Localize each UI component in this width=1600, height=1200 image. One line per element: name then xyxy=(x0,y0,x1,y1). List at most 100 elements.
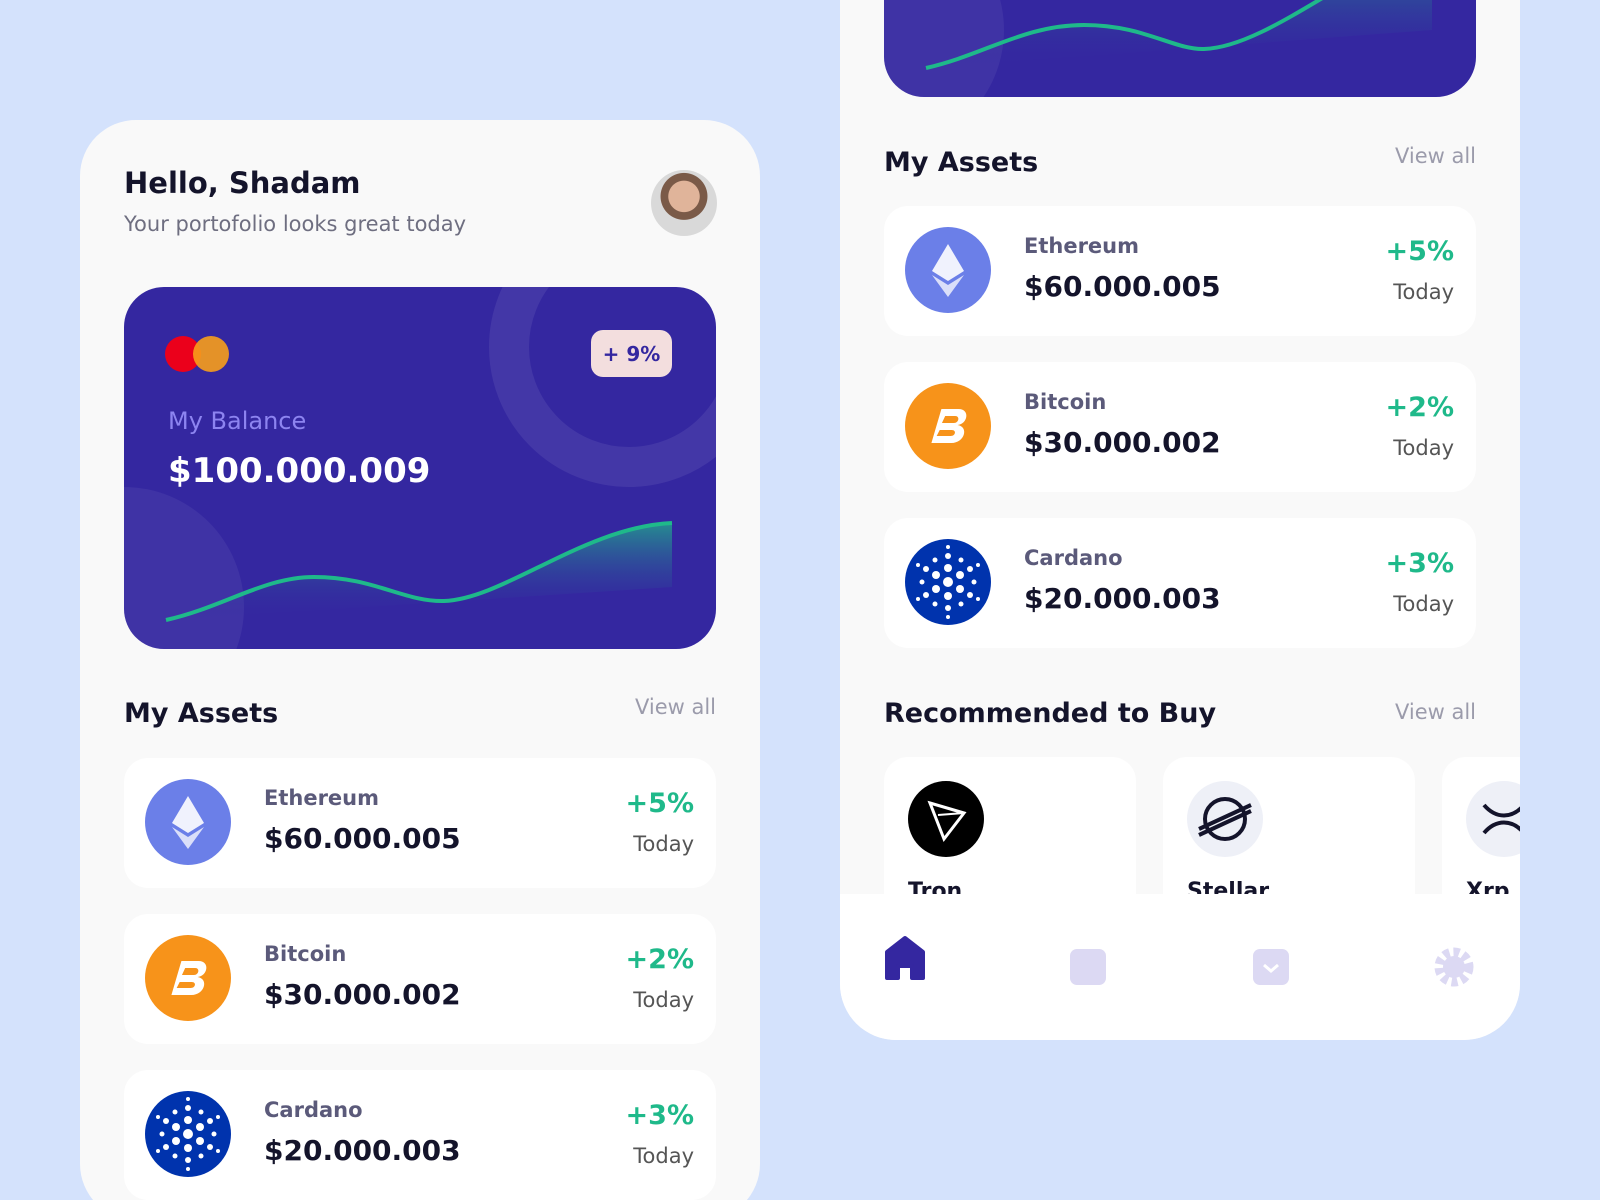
asset-period: Today xyxy=(1393,280,1454,304)
asset-icon xyxy=(905,383,992,470)
asset-row[interactable]: Cardano $20.000.003 +3% Today xyxy=(124,1070,716,1200)
nav-home[interactable] xyxy=(885,936,925,980)
icon-shape xyxy=(207,1144,213,1150)
nav-wallet-mark xyxy=(1263,963,1279,973)
icon-shape xyxy=(216,1149,220,1153)
asset-period: Today xyxy=(633,832,694,856)
icon-shape xyxy=(919,579,925,585)
asset-icon xyxy=(905,539,992,626)
card-decor xyxy=(124,287,716,649)
icon-shape xyxy=(908,781,984,857)
icon-shape xyxy=(163,1144,169,1150)
nav-stats[interactable] xyxy=(1070,949,1106,985)
recommend-icon xyxy=(1187,781,1263,857)
icon-shape xyxy=(944,564,952,572)
icon-shape xyxy=(916,563,920,567)
asset-change: +3% xyxy=(1385,548,1454,579)
asset-row[interactable]: Ethereum $60.000.005 +5% Today xyxy=(124,758,716,888)
asset-amount: $30.000.002 xyxy=(264,978,461,1011)
balance-card xyxy=(884,0,1476,97)
icon-shape xyxy=(931,409,967,443)
chart-line xyxy=(925,0,1324,70)
asset-icon xyxy=(145,779,232,866)
asset-period: Today xyxy=(633,988,694,1012)
icon-shape xyxy=(945,605,951,611)
icon-shape xyxy=(145,935,231,1021)
icon-shape xyxy=(932,275,964,297)
icon-shape xyxy=(1203,797,1247,841)
icon-shape xyxy=(967,592,973,598)
asset-row[interactable]: Cardano $20.000.003 +3% Today xyxy=(884,518,1476,648)
icon-shape xyxy=(929,802,965,840)
decor-circle xyxy=(124,487,244,649)
icon-shape xyxy=(186,1167,190,1171)
nav-settings-core xyxy=(1443,956,1465,978)
icon-shape xyxy=(145,1091,231,1177)
asset-amount: $60.000.005 xyxy=(264,822,461,855)
icon-shape xyxy=(946,545,950,549)
icon-shape xyxy=(905,383,991,469)
icon-shape xyxy=(172,1153,178,1159)
icon-shape xyxy=(908,781,984,857)
icon-shape xyxy=(159,1131,165,1137)
icon-shape xyxy=(976,563,980,567)
chart-area xyxy=(926,0,1432,68)
subtitle: Your portofolio looks great today xyxy=(124,212,467,236)
icon-shape xyxy=(923,566,929,572)
icon-shape xyxy=(905,539,991,625)
view-all[interactable]: View all xyxy=(1394,700,1476,724)
asset-icon xyxy=(145,935,232,1022)
icon-shape xyxy=(211,1131,217,1137)
asset-icon xyxy=(145,1091,232,1178)
icon-shape xyxy=(944,592,952,600)
asset-row[interactable]: Bitcoin $30.000.002 +2% Today xyxy=(884,362,1476,492)
icon-shape xyxy=(1482,803,1520,835)
icon-shape xyxy=(163,1118,169,1124)
view-all[interactable]: View all xyxy=(634,695,716,719)
nav-icons xyxy=(885,936,1474,987)
asset-icon xyxy=(905,227,992,314)
mastercard-orange xyxy=(193,336,229,372)
asset-amount: $30.000.002 xyxy=(1024,426,1221,459)
avatar[interactable] xyxy=(651,170,717,236)
asset-amount: $60.000.005 xyxy=(1024,270,1221,303)
nav-wallet[interactable] xyxy=(1253,949,1289,985)
recommend-icon xyxy=(908,781,984,857)
icon-shape xyxy=(1466,781,1520,857)
asset-change: +3% xyxy=(625,1100,694,1131)
icon-shape xyxy=(956,585,964,593)
asset-period: Today xyxy=(633,1144,694,1168)
icon-shape xyxy=(186,1097,190,1101)
asset-name: Ethereum xyxy=(264,786,380,810)
asset-name: Cardano xyxy=(1024,546,1123,570)
icon-shape xyxy=(958,557,964,563)
chart-area xyxy=(166,523,672,620)
section-title: My Assets xyxy=(124,698,279,729)
icon-shape xyxy=(183,1129,193,1139)
icon-shape xyxy=(172,1109,178,1115)
icon-shape xyxy=(932,557,938,563)
asset-name: Cardano xyxy=(264,1098,363,1122)
section-title: Recommended to Buy xyxy=(884,698,1217,729)
asset-row[interactable]: Bitcoin $30.000.002 +2% Today xyxy=(124,914,716,1044)
balance: $100.000.009 xyxy=(168,451,431,491)
asset-row[interactable]: Ethereum $60.000.005 +5% Today xyxy=(884,206,1476,336)
icon-shape xyxy=(156,1149,160,1153)
asset-change: +5% xyxy=(1385,236,1454,267)
icon-shape xyxy=(145,779,231,865)
icon-shape xyxy=(198,1153,204,1159)
asset-change: +2% xyxy=(625,944,694,975)
icon-shape xyxy=(207,1118,213,1124)
phone-right: My Assets View all Recommended to Buy Vi… xyxy=(840,0,1520,1040)
chart-line xyxy=(165,521,673,622)
nav-settings[interactable] xyxy=(1434,947,1474,987)
icon-shape xyxy=(958,601,964,607)
greeting: Hello, Shadam xyxy=(124,166,361,200)
asset-change: +5% xyxy=(625,788,694,819)
asset-name: Bitcoin xyxy=(264,942,347,966)
asset-period: Today xyxy=(1393,436,1454,460)
view-all[interactable]: View all xyxy=(1394,144,1476,168)
asset-change: +2% xyxy=(1385,392,1454,423)
